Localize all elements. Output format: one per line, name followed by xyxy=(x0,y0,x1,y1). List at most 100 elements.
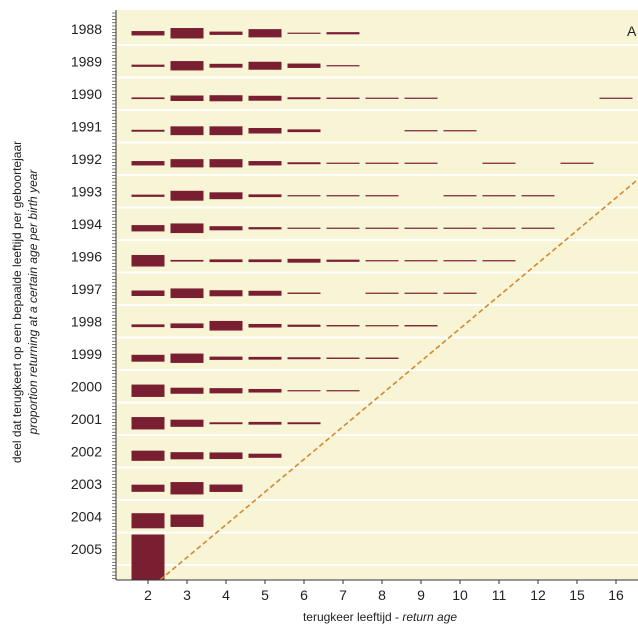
bar-1992-age-2 xyxy=(131,161,165,166)
bar-1994-age-3 xyxy=(170,223,204,234)
bar-1997-age-4 xyxy=(209,290,243,297)
year-label: 1991 xyxy=(71,119,102,135)
bar-1992-age-5 xyxy=(248,161,282,166)
bar-2003-age-2 xyxy=(131,484,165,492)
bar-1989-age-2 xyxy=(131,64,165,67)
panel-label: A xyxy=(627,23,637,39)
bar-1998-age-4 xyxy=(209,320,243,331)
bar-1992-age-11 xyxy=(482,162,516,164)
bar-1990-age-6 xyxy=(287,97,321,100)
bar-2001-age-2 xyxy=(131,417,165,430)
year-label: 1998 xyxy=(71,314,102,330)
bar-1998-age-5 xyxy=(248,323,282,328)
bar-2001-age-3 xyxy=(170,419,204,427)
bar-1990-age-2 xyxy=(131,97,165,100)
bar-1996-age-8 xyxy=(365,260,399,262)
bar-1993-age-5 xyxy=(248,194,282,198)
bar-1994-age-4 xyxy=(209,226,243,231)
age-label: 15 xyxy=(569,587,585,603)
year-label: 2001 xyxy=(71,411,102,427)
bar-2002-age-5 xyxy=(248,453,282,458)
bar-2000-age-5 xyxy=(248,388,282,393)
bar-2001-age-4 xyxy=(209,422,243,425)
y-axis-title-italic: proportion returning at a certain age pe… xyxy=(26,169,40,436)
bar-1999-age-5 xyxy=(248,356,282,360)
age-label: 6 xyxy=(300,587,308,603)
bar-1996-age-3 xyxy=(170,259,204,262)
age-label: 3 xyxy=(183,587,191,603)
year-label: 1988 xyxy=(71,21,102,37)
bar-1993-age-11 xyxy=(482,195,516,197)
bar-1996-age-5 xyxy=(248,259,282,263)
y-axis-title: deel dat terugkeert op een bepaalde leef… xyxy=(10,141,24,463)
age-label: 12 xyxy=(530,587,546,603)
x-axis xyxy=(116,579,638,584)
bar-2004-age-2 xyxy=(131,513,165,529)
x-axis-title: terugkeer leeftijd - return age xyxy=(303,610,457,624)
bar-1992-age-6 xyxy=(287,162,321,165)
year-label: 1990 xyxy=(71,86,102,102)
bar-1997-age-8 xyxy=(365,292,399,294)
bar-2002-age-2 xyxy=(131,450,165,461)
bar-1998-age-3 xyxy=(170,323,204,329)
bars xyxy=(131,28,633,580)
bar-2001-age-5 xyxy=(248,421,282,425)
bar-1990-age-4 xyxy=(209,95,243,102)
bar-1993-age-4 xyxy=(209,192,243,200)
age-label: 16 xyxy=(608,587,624,603)
bar-1988-age-6 xyxy=(287,32,321,34)
bar-1996-age-7 xyxy=(326,259,360,262)
bar-1991-age-3 xyxy=(170,126,204,136)
bar-1999-age-2 xyxy=(131,354,165,362)
x-axis-title-italic: return age xyxy=(402,610,457,624)
age-label: 9 xyxy=(417,587,425,603)
year-labels: 1988 1989 1990 1991 1992 1993 1994 1996 1997 1998… xyxy=(71,21,102,557)
bar-1993-age-7 xyxy=(326,195,360,197)
bar-1990-age-5 xyxy=(248,95,282,101)
bar-1994-age-10 xyxy=(443,227,477,229)
bar-1996-age-4 xyxy=(209,259,243,263)
bar-1990-age-16 xyxy=(599,97,633,99)
bar-1992-age-3 xyxy=(170,159,204,168)
bar-1994-age-7 xyxy=(326,227,360,229)
bar-1996-age-10 xyxy=(443,260,477,262)
year-label: 2005 xyxy=(71,541,102,557)
bar-2000-age-2 xyxy=(131,384,165,397)
bar-1991-age-6 xyxy=(287,129,321,133)
year-label: 1993 xyxy=(71,184,102,200)
bar-1989-age-6 xyxy=(287,63,321,68)
bar-1992-age-9 xyxy=(404,162,438,164)
x-axis-title-main: terugkeer leeftijd xyxy=(303,610,392,624)
bar-2003-age-4 xyxy=(209,484,243,492)
bar-1996-age-2 xyxy=(131,254,165,267)
bar-1993-age-2 xyxy=(131,194,165,197)
bar-1999-age-4 xyxy=(209,356,243,360)
age-label: 4 xyxy=(222,587,230,603)
bar-1994-age-11 xyxy=(482,227,516,229)
bar-1990-age-8 xyxy=(365,97,399,99)
bar-1989-age-5 xyxy=(248,61,282,70)
y-axis xyxy=(112,10,117,580)
age-labels: 2 3 4 5 6 7 8 9 10 11 12 15 16 xyxy=(144,587,624,603)
bar-1996-age-6 xyxy=(287,258,321,263)
bar-1991-age-10 xyxy=(443,130,477,132)
bar-2000-age-3 xyxy=(170,387,204,394)
bar-1992-age-8 xyxy=(365,162,399,164)
year-label: 2004 xyxy=(71,509,102,525)
bar-1994-age-6 xyxy=(287,227,321,229)
bar-1990-age-7 xyxy=(326,97,360,99)
bar-1992-age-4 xyxy=(209,159,243,168)
bar-2000-age-4 xyxy=(209,388,243,394)
year-label: 2002 xyxy=(71,444,102,460)
bar-1998-age-9 xyxy=(404,325,438,327)
bar-1990-age-9 xyxy=(404,97,438,99)
bar-1998-age-6 xyxy=(287,324,321,327)
year-label: 1989 xyxy=(71,54,102,70)
bar-1991-age-4 xyxy=(209,126,243,136)
bar-1999-age-8 xyxy=(365,357,399,359)
bar-1989-age-3 xyxy=(170,61,204,71)
age-label: 8 xyxy=(378,587,386,603)
bar-1997-age-3 xyxy=(170,288,204,299)
bar-1991-age-5 xyxy=(248,128,282,134)
year-label: 1992 xyxy=(71,151,102,167)
